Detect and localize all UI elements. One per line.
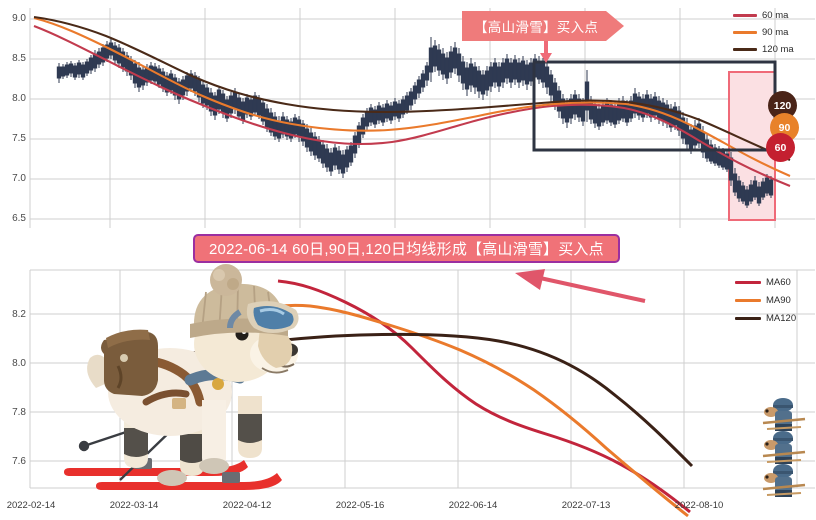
top-ytick-0: 9.0	[12, 13, 26, 24]
legend-swatch-120ma	[733, 48, 757, 51]
legend-swatch-60ma	[733, 14, 757, 17]
xtick-3: 2022-05-16	[335, 500, 385, 511]
legend-swatch-MA90	[735, 299, 761, 302]
skier-endpoint-icons	[762, 398, 806, 497]
top-gridlines-h	[30, 18, 815, 220]
xtick-2: 2022-04-12	[222, 500, 272, 511]
bottom-ytick-1: 8.0	[12, 358, 26, 369]
top-chart-svg	[29, 8, 815, 228]
bottom-ytick-0: 8.2	[12, 309, 26, 320]
top-ma60-line	[33, 25, 791, 187]
legend-item-120ma[interactable]: 120 ma	[733, 44, 794, 55]
annotation-arrow-head	[606, 11, 625, 41]
legend-label-120ma: 120 ma	[762, 44, 794, 55]
top-ytick-4: 7.0	[12, 173, 26, 184]
legend-item-MA60[interactable]: MA60	[735, 277, 796, 288]
legend-item-MA90[interactable]: MA90	[735, 295, 796, 306]
chart-title-text: 2022-06-14 60日,90日,120日均线形成【高山滑雪】买入点	[209, 241, 604, 258]
bottom-chart-legend: MA60 MA90 MA120	[735, 277, 796, 324]
legend-item-60ma[interactable]: 60 ma	[733, 10, 794, 21]
legend-item-MA120[interactable]: MA120	[735, 313, 796, 324]
skiing-dog-mascot	[64, 264, 299, 490]
top-ytick-1: 8.5	[12, 53, 26, 64]
legend-swatch-90ma	[733, 31, 757, 34]
buy-point-down-arrow-icon	[540, 40, 552, 63]
top-ytick-3: 7.5	[12, 133, 26, 144]
legend-label-MA90: MA90	[766, 295, 791, 306]
legend-label-MA120: MA120	[766, 313, 797, 324]
bottom-ytick-2: 7.8	[12, 407, 26, 418]
ski-goggles-icon	[227, 301, 299, 333]
badge-ma120-label: 120	[773, 99, 792, 112]
badge-ma90-label: 90	[778, 121, 791, 134]
legend-swatch-MA120	[735, 317, 761, 320]
xtick-0: 2022-02-14	[6, 500, 56, 511]
top-ytick-2: 8.0	[12, 93, 26, 104]
top-ma90-line	[33, 16, 791, 177]
legend-label-MA60: MA60	[766, 277, 791, 288]
bottom-ma60-line	[277, 279, 691, 514]
badge-ma60-label: 60	[774, 141, 787, 154]
skier-icon-3	[762, 464, 806, 497]
top-chart-panel: 9.0 8.5 8.0 7.5 7.0 6.5	[0, 0, 816, 232]
bottom-ytick-3: 7.6	[12, 456, 26, 467]
chart-title-banner: 2022-06-14 60日,90日,120日均线形成【高山滑雪】买入点	[193, 234, 620, 263]
buy-point-annotation-banner: 【高山滑雪】买入点	[462, 11, 625, 41]
legend-swatch-MA60	[735, 281, 761, 284]
bottom-gridlines-v	[29, 270, 798, 488]
top-chart-legend: 60 ma 90 ma 120 ma	[733, 10, 794, 55]
legend-label-90ma: 90 ma	[762, 27, 789, 38]
top-ytick-5: 6.5	[12, 213, 26, 224]
xtick-6: 2022-08-10	[674, 500, 724, 511]
legend-item-90ma[interactable]: 90 ma	[733, 27, 794, 38]
top-ma120-line	[33, 15, 791, 161]
badge-ma60[interactable]: 60	[766, 133, 795, 162]
xtick-1: 2022-03-14	[109, 500, 159, 511]
bottom-ma90-line	[245, 303, 689, 518]
xtick-4: 2022-06-14	[448, 500, 498, 511]
skier-icon-1	[762, 398, 806, 431]
annotation-arrow-diagonal	[515, 269, 646, 303]
xtick-5: 2022-07-13	[561, 500, 611, 511]
skier-icon-2	[762, 431, 806, 464]
legend-label-60ma: 60 ma	[762, 10, 789, 21]
buy-point-annotation-text: 【高山滑雪】买入点	[462, 11, 607, 41]
